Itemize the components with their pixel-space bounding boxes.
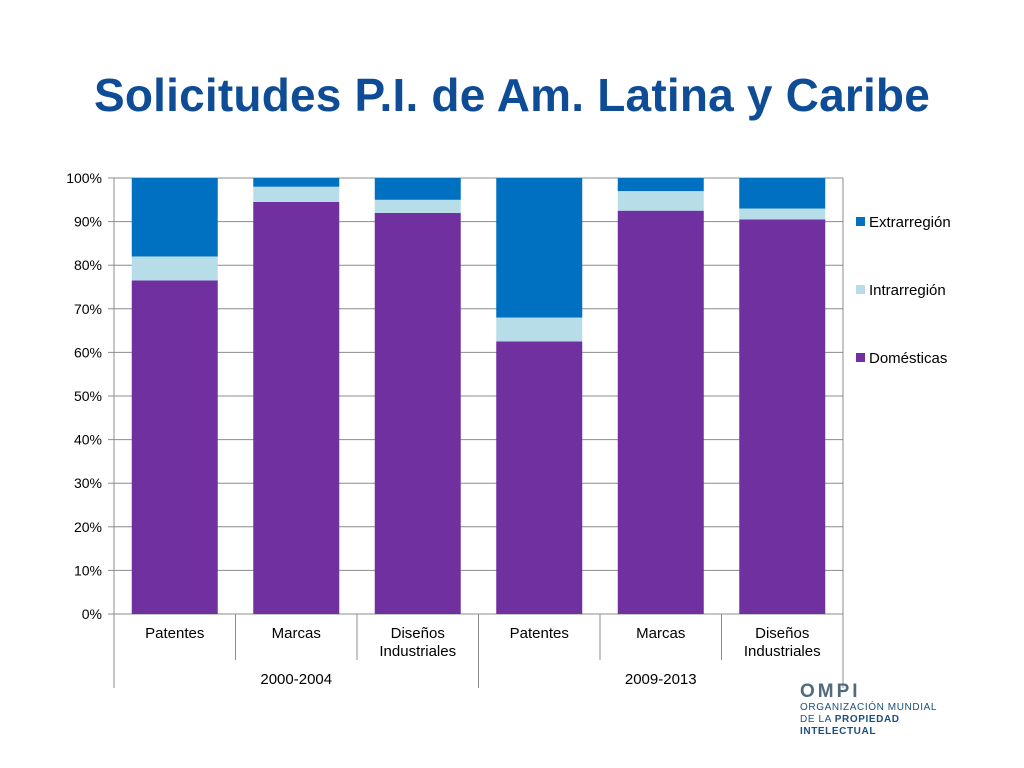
bar-intrarregión [374,199,461,213]
y-tick-label: 10% [74,562,102,578]
legend-swatch [856,353,865,362]
legend-label: Extrarregión [869,214,951,231]
logo-line-3: INTELECTUAL [800,726,877,737]
bar-extrarregión [253,178,340,187]
bar-extrarregión [131,178,218,257]
y-tick-label: 50% [74,388,102,404]
legend-label: Intrarregión [869,282,946,299]
logo-mark: OMPI [800,681,861,702]
category-label: Marcas [636,625,685,642]
category-label: Patentes [145,625,204,642]
legend-swatch [856,217,865,226]
category-label: Marcas [272,625,321,642]
bar-domésticas [496,341,583,614]
ompi-logo: OMPI ORGANIZACIÓN MUNDIAL DE LA PROPIEDA… [800,682,970,738]
y-tick-label: 20% [74,519,102,535]
bar-extrarregión [739,178,826,209]
bar-intrarregión [617,191,704,211]
slide-title: Solicitudes P.I. de Am. Latina y Caribe [93,69,931,121]
logo-line-2-bold: PROPIEDAD [834,714,900,725]
category-label: Patentes [510,625,569,642]
category-label: Industriales [744,643,821,660]
logo-line-1: ORGANIZACIÓN MUNDIAL [800,702,938,713]
category-label: Diseños [755,625,809,642]
y-tick-label: 30% [74,475,102,491]
legend-swatch [856,285,865,294]
bar-domésticas [739,219,826,615]
category-label: Industriales [379,643,456,660]
bar-intrarregión [253,186,340,202]
bar-extrarregión [617,178,704,192]
bar-intrarregión [131,256,218,281]
legend-label: Domésticas [869,350,947,367]
y-tick-label: 0% [82,606,102,622]
y-tick-label: 100% [66,170,102,186]
bar-domésticas [253,201,340,615]
bar-domésticas [131,280,218,614]
logo-line-2: DE LA PROPIEDAD [800,714,970,726]
y-tick-label: 90% [74,214,102,230]
bar-intrarregión [739,208,826,220]
y-tick-label: 80% [74,257,102,273]
bar-extrarregión [496,178,583,318]
logo-line-2-prefix: DE LA [800,714,835,725]
group-label: 2009-2013 [625,671,697,688]
y-tick-label: 40% [74,432,102,448]
group-label: 2000-2004 [260,671,332,688]
bar-domésticas [617,210,704,614]
y-tick-label: 70% [74,301,102,317]
bar-extrarregión [374,178,461,200]
y-tick-label: 60% [74,344,102,360]
category-label: Diseños [391,625,445,642]
bar-domésticas [374,212,461,614]
bar-intrarregión [496,317,583,342]
